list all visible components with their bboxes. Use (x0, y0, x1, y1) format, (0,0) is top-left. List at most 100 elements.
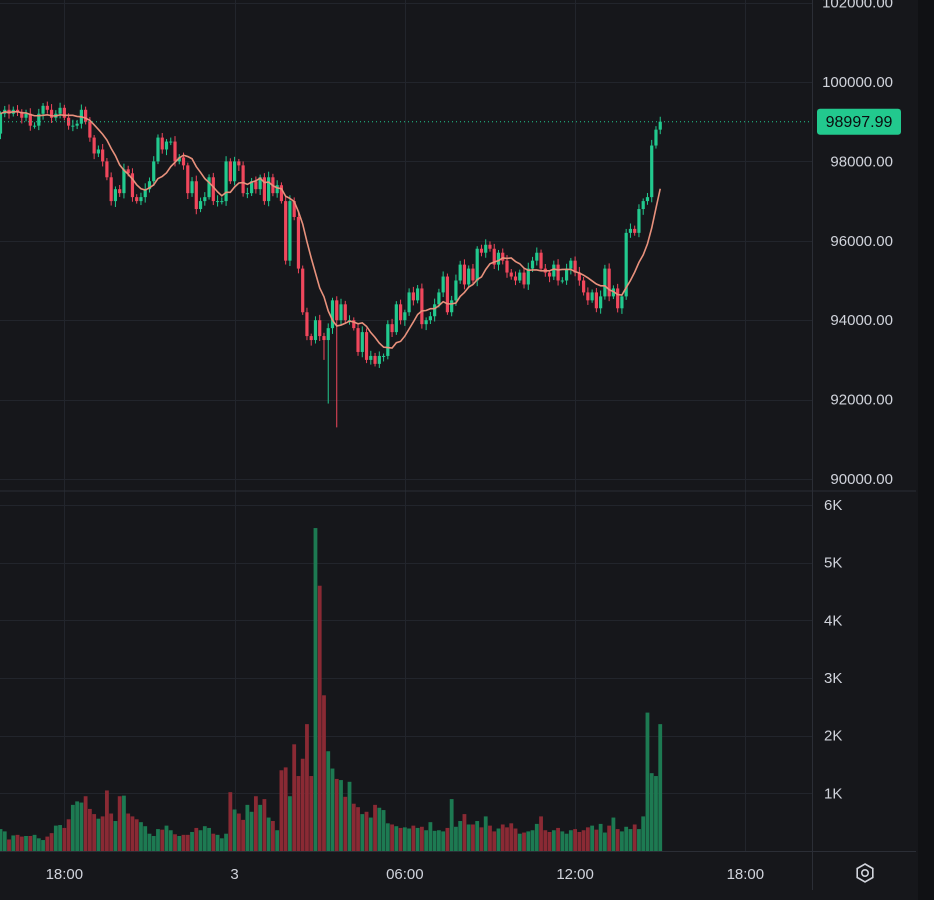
volume-bar (632, 824, 637, 851)
candle-body (437, 292, 441, 305)
volume-bar (543, 830, 548, 851)
candle-body (96, 149, 100, 154)
candle-body (535, 252, 539, 261)
volume-bar (279, 770, 284, 851)
volume-bar (36, 838, 41, 851)
candle-body (211, 177, 215, 202)
time-axis-label: 18:00 (727, 866, 765, 883)
volume-bar (330, 768, 335, 851)
moving-average-line (0, 110, 662, 349)
volume-bar (381, 810, 386, 851)
volume-bar (492, 831, 497, 851)
candle-body (237, 161, 241, 166)
candle-body (84, 109, 88, 122)
volume-bar (66, 819, 71, 851)
volume-bar (364, 811, 369, 851)
settings-icon[interactable] (856, 863, 874, 883)
candle-body (75, 123, 79, 126)
volume-axis-label: 6K (824, 497, 842, 514)
candle-body (390, 324, 394, 333)
candle-body (245, 193, 249, 195)
candle-body (450, 300, 454, 313)
volume-bar (479, 827, 484, 851)
volume-bars (0, 528, 663, 851)
candle-body (130, 173, 135, 198)
candle-body (194, 181, 198, 210)
time-axis-label: 06:00 (386, 866, 424, 883)
volume-bar (288, 796, 292, 851)
candle-body (313, 320, 318, 341)
volume-bar (0, 829, 3, 851)
candle-body (603, 268, 607, 297)
volume-bar (262, 799, 267, 851)
candle-body (552, 264, 556, 277)
volume-bar (185, 834, 190, 851)
candle-body (330, 300, 335, 329)
candle-body (526, 268, 530, 285)
volume-bar (658, 724, 663, 851)
volume-bar (117, 796, 122, 851)
volume-axis-label: 3K (824, 670, 842, 687)
candle-body (122, 169, 126, 194)
volume-bar (649, 773, 654, 851)
last-price-label: 98997.99 (826, 114, 893, 131)
candle-body (20, 111, 24, 118)
volume-axis-labels: 6K 5K 4K 3K 2K 1K (824, 497, 842, 802)
volume-bar (109, 813, 114, 851)
volume-bar (317, 585, 322, 851)
candle-body (224, 161, 228, 202)
volume-bar (471, 824, 475, 851)
candle-body (305, 312, 309, 337)
volume-bar (241, 819, 246, 851)
candle-body (403, 312, 407, 321)
volume-bar (475, 821, 480, 851)
volume-bar (92, 814, 97, 851)
candle-body (411, 292, 415, 301)
volume-bar (211, 833, 216, 851)
volume-bar (305, 724, 309, 851)
candle-body (462, 264, 467, 285)
volume-bar (300, 758, 305, 851)
price-axis-labels: 102000.00 100000.00 98000.00 96000.00 94000.… (822, 0, 893, 488)
candle-body (458, 264, 462, 281)
volume-axis-label: 5K (824, 555, 842, 572)
volume-bar (15, 834, 20, 851)
volume-bar (390, 824, 394, 851)
candle-body (143, 189, 147, 198)
candle-body (207, 177, 211, 198)
volume-bar (394, 826, 399, 851)
price-axis-label: 102000.00 (822, 0, 893, 12)
volume-bar (654, 776, 658, 851)
candle-body (296, 216, 301, 269)
candle-body (254, 181, 258, 190)
candle-body (373, 355, 377, 364)
candle-body (118, 189, 122, 194)
candle-body (49, 109, 54, 118)
candle-body (424, 320, 428, 325)
candle-body (279, 185, 284, 202)
volume-bar (122, 795, 126, 851)
volume-bar (547, 831, 552, 851)
candle-body (92, 137, 96, 154)
candle-body (471, 268, 475, 281)
volume-bar (96, 818, 101, 851)
candle-body (377, 355, 381, 364)
volume-bar (356, 807, 360, 851)
volume-bar (32, 834, 37, 851)
candle-body (501, 252, 505, 261)
volume-bar (441, 831, 446, 851)
right-scrollbar[interactable] (918, 0, 934, 900)
time-axis-label: 3 (230, 866, 238, 883)
candle-body (564, 268, 569, 281)
volume-bar (488, 825, 492, 851)
volume-bar (151, 836, 156, 851)
candle-body (275, 185, 279, 194)
volume-bar (462, 814, 467, 851)
volume-bar (41, 840, 45, 851)
volume-bar (628, 829, 633, 851)
volume-bar (407, 828, 412, 851)
volume-bar (496, 828, 501, 851)
volume-bar (275, 830, 280, 851)
